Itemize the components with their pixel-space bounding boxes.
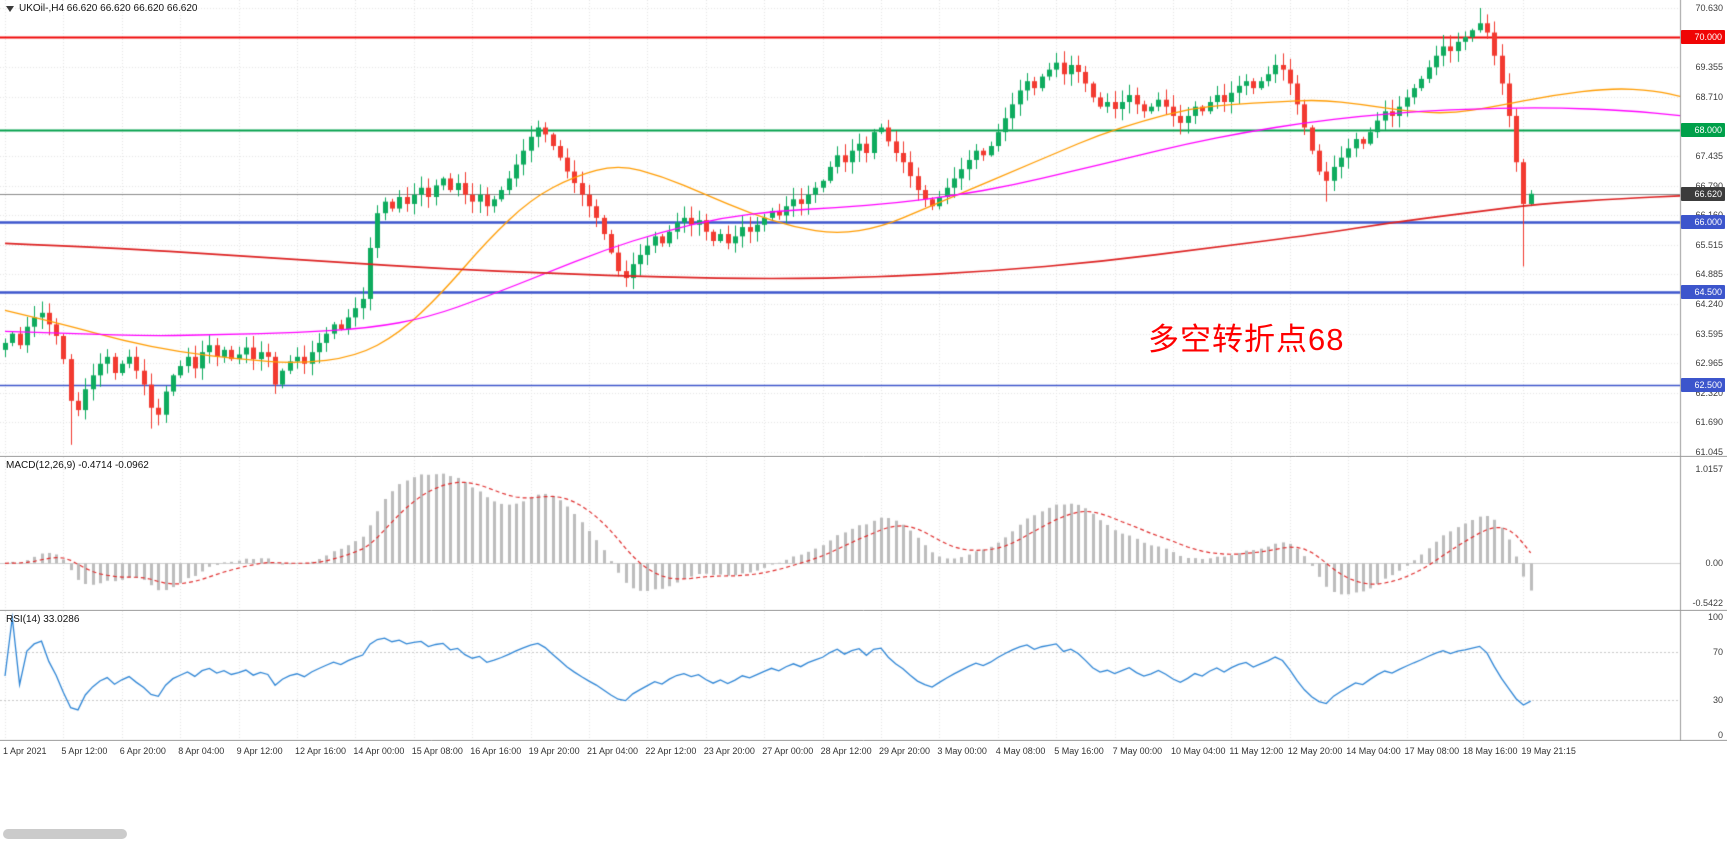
time-axis-label: 7 May 00:00 [1112,746,1163,756]
price-tick: 62.965 [1695,358,1723,369]
time-axis-label: 14 Apr 00:00 [353,746,405,756]
price-tick: 64.885 [1695,269,1723,280]
price-level-label: 62.500 [1681,377,1725,392]
price-tick: 67.435 [1695,151,1723,161]
price-tick: 69.355 [1695,62,1723,73]
time-axis-label: 1 Apr 2021 [3,746,47,756]
time-axis-label: 16 Apr 16:00 [470,746,522,756]
rsi-canvas[interactable] [0,611,1727,741]
time-axis-label: 15 Apr 08:00 [411,746,463,756]
macd-panel: MACD(12,26,9) -0.4714 -0.0962 1.0157 0.00… [0,457,1727,611]
time-axis-label: 18 May 16:00 [1463,746,1518,756]
rsi-panel: RSI(14) 33.0286 100 70 30 0 [0,611,1727,741]
price-level-label: 66.000 [1681,215,1725,230]
time-axis-label: 29 Apr 20:00 [879,746,931,756]
rsi-axis-tick: 30 [1712,694,1723,705]
time-axis-label: 14 May 04:00 [1346,746,1401,756]
time-axis-label: 11 May 12:00 [1229,746,1284,756]
annotation-text: 多空转折点68 [1148,322,1345,357]
time-axis-label: 4 May 08:00 [995,746,1046,756]
price-tick: 66.160 [1681,210,1723,220]
price-tick: 65.515 [1695,239,1723,250]
time-axis-label: 27 Apr 00:00 [762,746,814,756]
symbol-ohlc-text: UKOil-,H4 66.620 66.620 66.620 66.620 [19,3,198,14]
price-level-label: 70.000 [1681,30,1725,45]
price-tick: 62.320 [1695,387,1723,398]
price-tick: 61.690 [1695,417,1723,428]
price-tick: 68.710 [1695,91,1723,102]
time-axis-label: 8 Apr 04:00 [178,746,225,756]
price-axis: 70.630 69.355 68.710 67.435 66.790 66.160 65.5… [1681,0,1727,457]
time-axis-label: 22 Apr 12:00 [645,746,697,756]
time-axis-label: 17 May 08:00 [1404,746,1460,756]
horizontal-scrollbar-thumb[interactable] [3,829,127,839]
rsi-axis: 100 70 30 0 [1681,611,1727,741]
time-axis-label: 5 May 16:00 [1054,746,1104,756]
price-chart-canvas[interactable] [0,0,1727,457]
price-level-label: 68.000 [1681,122,1725,137]
time-axis-label: 6 Apr 20:00 [119,746,166,756]
time-axis-label: 9 Apr 12:00 [236,746,283,756]
rsi-axis-tick: 0 [1717,730,1723,740]
time-axis-label: 19 May 21:15 [1521,746,1576,756]
macd-axis-tick: 1.0157 [1695,463,1723,474]
time-axis-label: 28 Apr 12:00 [820,746,872,756]
current-price-label: 66.620 [1681,186,1725,201]
price-tick: 63.595 [1695,328,1723,339]
time-axis-label: 23 Apr 20:00 [703,746,755,756]
price-level-label: 64.500 [1681,284,1725,299]
time-axis-label: 12 Apr 16:00 [295,746,347,756]
time-axis-label: 10 May 04:00 [1171,746,1226,756]
macd-axis-tick: -0.5422 [1692,598,1723,608]
macd-canvas[interactable] [0,457,1727,611]
rsi-axis-tick: 100 [1707,612,1723,622]
rsi-axis-tick: 70 [1712,647,1723,658]
chart-header: UKOil-,H4 66.620 66.620 66.620 66.620 [6,3,197,14]
price-tick: 61.045 [1695,447,1723,457]
time-axis-label: 5 Apr 12:00 [61,746,108,756]
rsi-label: RSI(14) 33.0286 [6,614,80,625]
price-tick: 66.790 [1695,180,1723,191]
macd-axis: 1.0157 0.00 -0.5422 [1681,457,1727,611]
bottom-strip [0,765,1727,841]
price-chart-panel: UKOil-,H4 66.620 66.620 66.620 66.620 多空… [0,0,1727,457]
time-axis-label: 3 May 00:00 [937,746,987,756]
price-tick: 64.240 [1695,299,1723,309]
symbol-menu-icon[interactable] [6,5,14,12]
macd-axis-tick: 0.00 [1705,558,1723,569]
time-axis: 1 Apr 2021 5 Apr 12:00 6 Apr 20:00 8 Apr 04… [0,741,1727,765]
macd-label: MACD(12,26,9) -0.4714 -0.0962 [6,460,149,471]
time-axis-label: 19 Apr 20:00 [528,746,580,756]
time-axis-label: 21 Apr 04:00 [587,746,639,756]
time-axis-label: 12 May 20:00 [1287,746,1343,756]
price-tick: 70.630 [1695,3,1723,13]
